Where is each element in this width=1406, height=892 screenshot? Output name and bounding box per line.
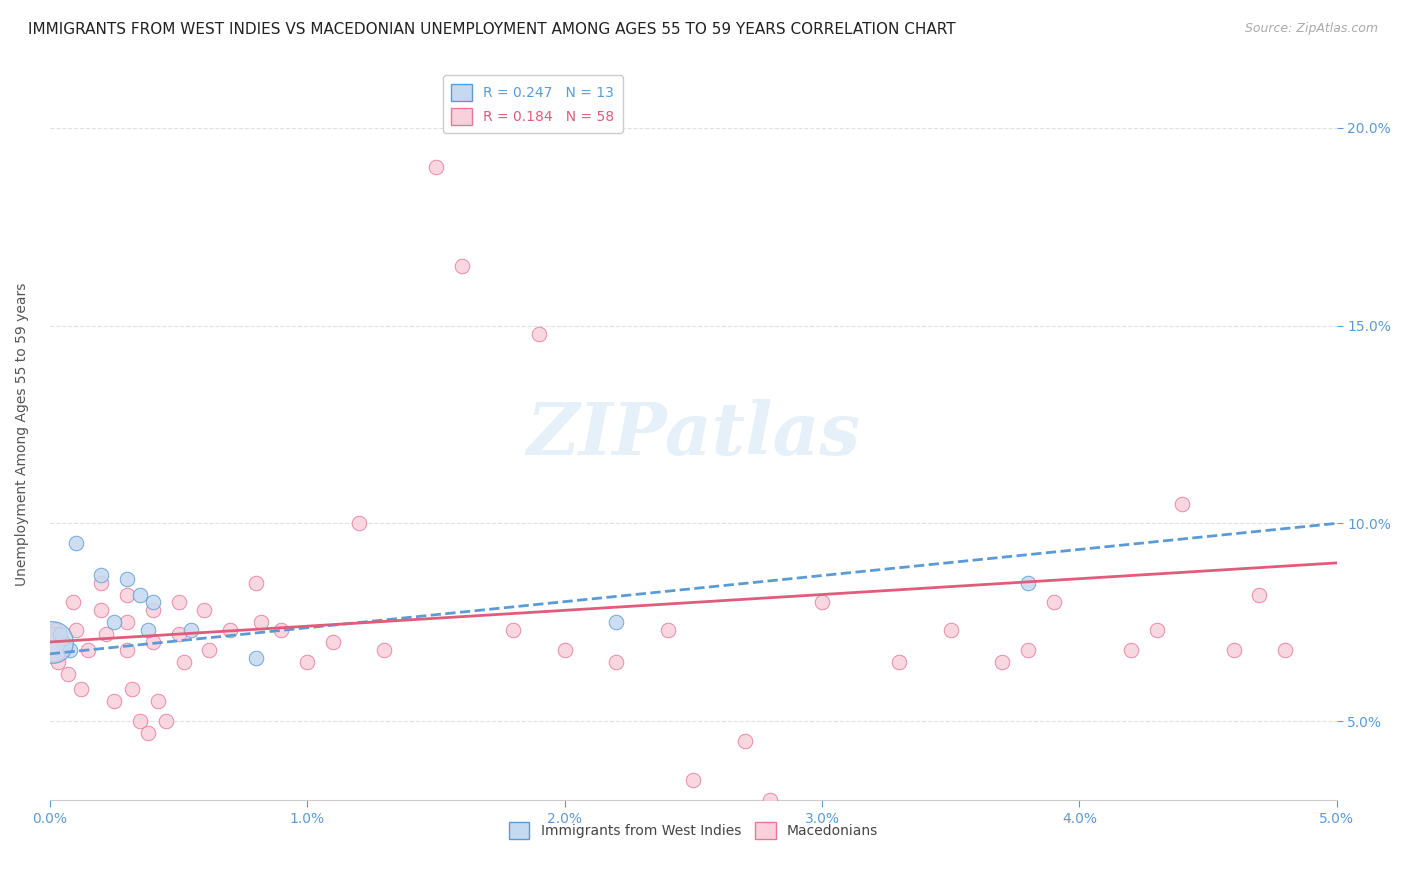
Point bbox=[77, 643, 100, 657]
Point bbox=[49, 627, 72, 641]
Point bbox=[1119, 643, 1142, 657]
Point bbox=[96, 627, 118, 641]
Point bbox=[56, 666, 79, 681]
Point bbox=[245, 575, 267, 590]
Point bbox=[1171, 497, 1194, 511]
Point bbox=[41, 637, 63, 651]
Point bbox=[527, 326, 550, 341]
Point bbox=[90, 603, 112, 617]
Point bbox=[1249, 588, 1271, 602]
Text: ZIPatlas: ZIPatlas bbox=[526, 399, 860, 470]
Point bbox=[198, 643, 221, 657]
Point bbox=[136, 623, 159, 637]
Point bbox=[1017, 643, 1039, 657]
Point bbox=[142, 635, 165, 649]
Legend: Immigrants from West Indies, Macedonians: Immigrants from West Indies, Macedonians bbox=[503, 816, 883, 845]
Point bbox=[1017, 575, 1039, 590]
Point bbox=[142, 603, 165, 617]
Point bbox=[450, 260, 472, 274]
Text: IMMIGRANTS FROM WEST INDIES VS MACEDONIAN UNEMPLOYMENT AMONG AGES 55 TO 59 YEARS: IMMIGRANTS FROM WEST INDIES VS MACEDONIA… bbox=[28, 22, 956, 37]
Point bbox=[605, 615, 627, 630]
Point bbox=[889, 655, 911, 669]
Point bbox=[155, 714, 177, 728]
Point bbox=[173, 655, 195, 669]
Point bbox=[90, 575, 112, 590]
Point bbox=[734, 734, 756, 748]
Point bbox=[136, 726, 159, 740]
Point bbox=[1042, 595, 1064, 609]
Point bbox=[657, 623, 679, 637]
Point bbox=[115, 588, 138, 602]
Point bbox=[991, 655, 1014, 669]
Point bbox=[554, 643, 576, 657]
Point bbox=[146, 694, 169, 708]
Point bbox=[193, 603, 215, 617]
Point bbox=[270, 623, 292, 637]
Point bbox=[115, 643, 138, 657]
Point bbox=[250, 615, 273, 630]
Point bbox=[65, 623, 87, 637]
Y-axis label: Unemployment Among Ages 55 to 59 years: Unemployment Among Ages 55 to 59 years bbox=[15, 283, 30, 586]
Point bbox=[373, 643, 395, 657]
Point bbox=[115, 572, 138, 586]
Point bbox=[62, 595, 84, 609]
Point bbox=[425, 161, 447, 175]
Point bbox=[52, 635, 75, 649]
Point bbox=[129, 588, 152, 602]
Point bbox=[811, 595, 834, 609]
Point bbox=[69, 682, 91, 697]
Point bbox=[605, 655, 627, 669]
Point bbox=[167, 595, 190, 609]
Point bbox=[682, 773, 704, 788]
Point bbox=[1222, 643, 1244, 657]
Point bbox=[41, 635, 63, 649]
Point bbox=[59, 643, 82, 657]
Point bbox=[46, 655, 69, 669]
Point bbox=[939, 623, 962, 637]
Point bbox=[115, 615, 138, 630]
Point bbox=[142, 595, 165, 609]
Point bbox=[347, 516, 370, 531]
Point bbox=[65, 536, 87, 550]
Point bbox=[44, 623, 66, 637]
Point bbox=[103, 615, 125, 630]
Point bbox=[759, 793, 782, 807]
Point bbox=[322, 635, 344, 649]
Text: Source: ZipAtlas.com: Source: ZipAtlas.com bbox=[1244, 22, 1378, 36]
Point bbox=[103, 694, 125, 708]
Point bbox=[1146, 623, 1168, 637]
Point bbox=[219, 623, 242, 637]
Point bbox=[245, 650, 267, 665]
Point bbox=[167, 627, 190, 641]
Point bbox=[121, 682, 143, 697]
Point bbox=[502, 623, 524, 637]
Point bbox=[129, 714, 152, 728]
Point bbox=[295, 655, 318, 669]
Point bbox=[180, 623, 202, 637]
Point bbox=[1274, 643, 1296, 657]
Point bbox=[90, 567, 112, 582]
